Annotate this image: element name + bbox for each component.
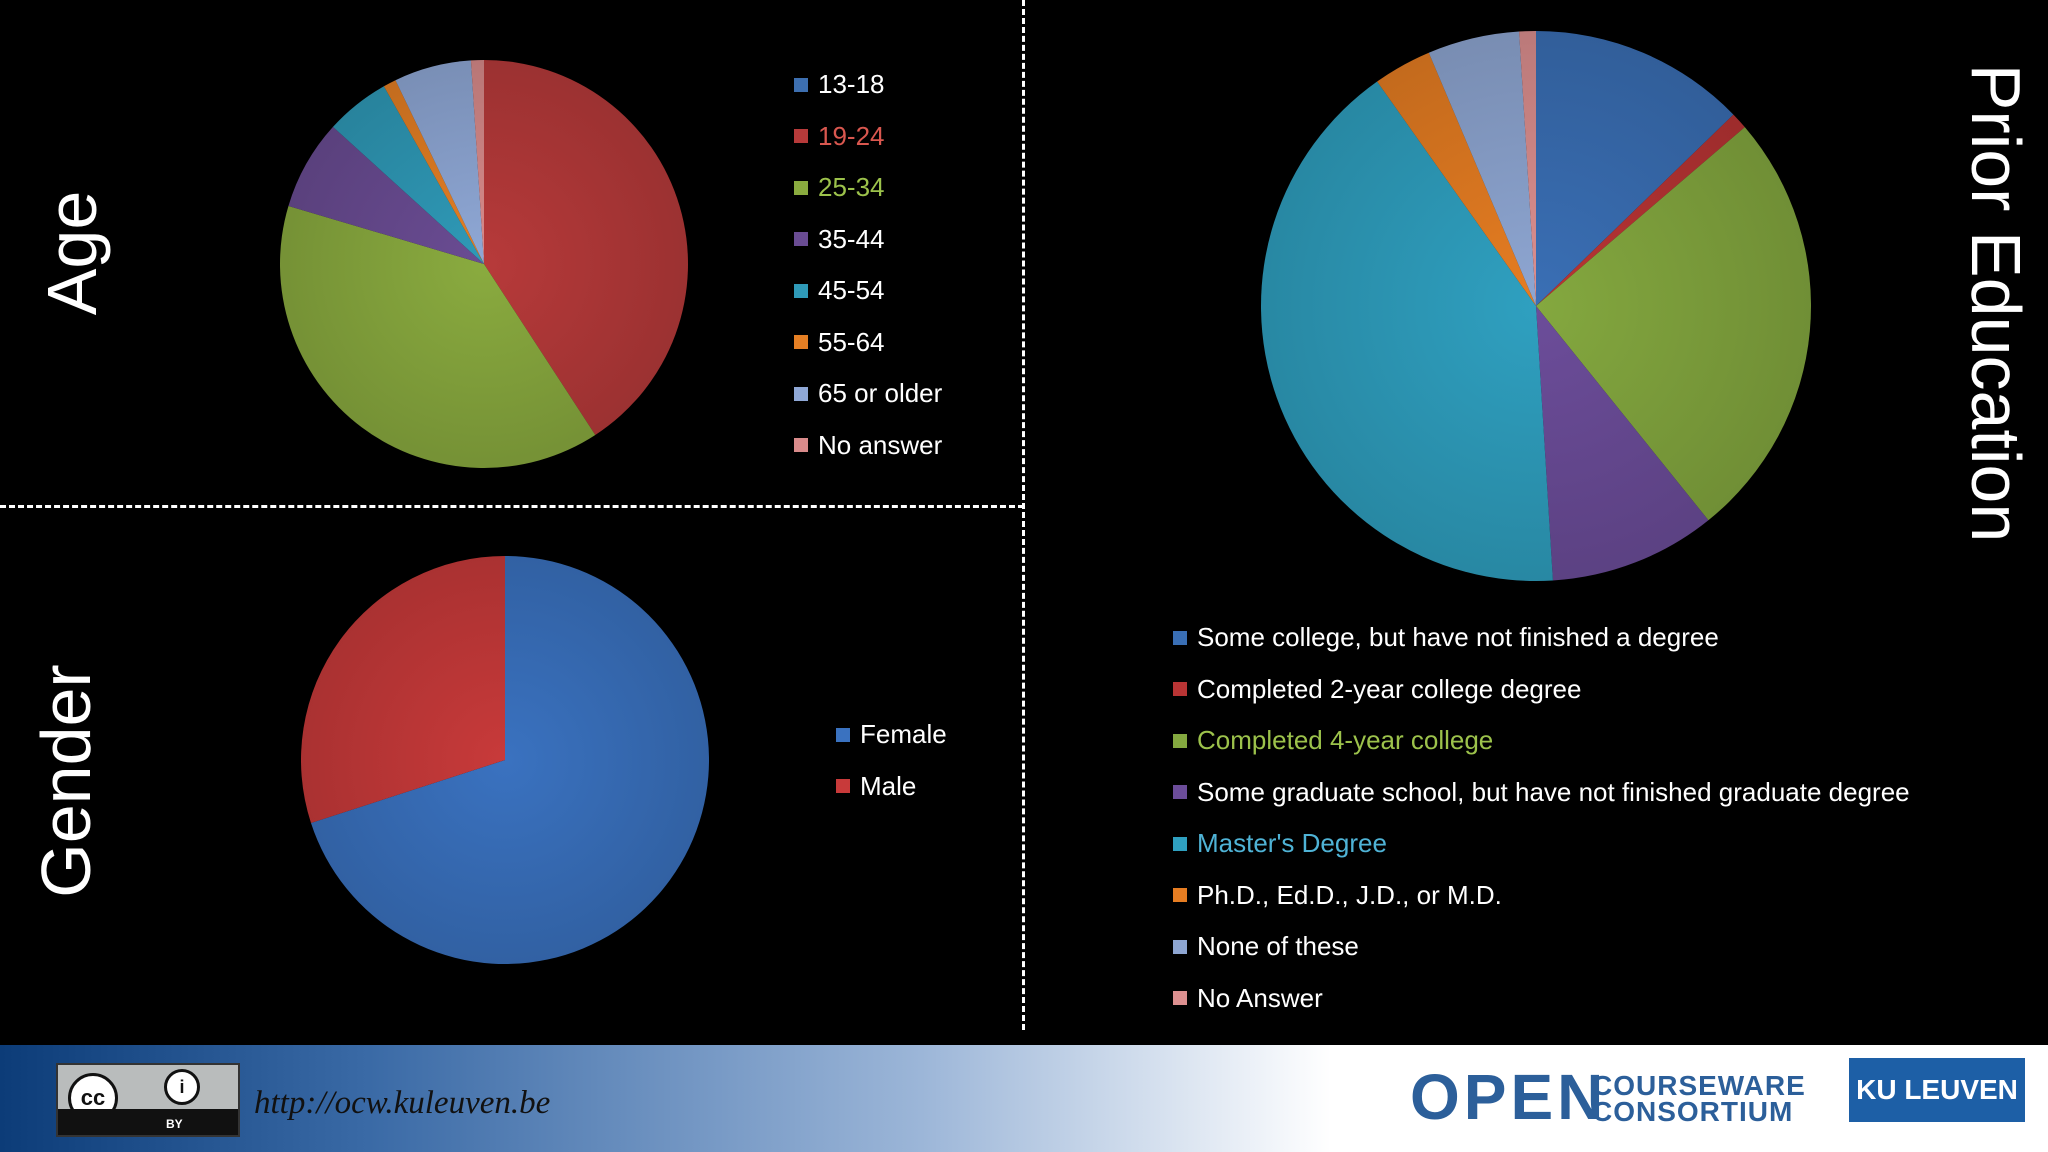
edu-slice-1 [1536,114,1745,306]
edu-legend-swatch-6 [1173,939,1187,954]
edu-legend-item-6: None of these [1173,921,1910,973]
cc-by-label: BY [166,1117,183,1131]
age-slice-3 [288,126,484,264]
edu-legend-swatch-0 [1173,630,1187,645]
edu-legend-swatch-7 [1173,991,1187,1006]
gender-pie-chart [301,556,710,964]
age-legend-item-1: 19-24 [794,111,942,163]
vertical-divider [1022,0,1025,1030]
age-legend-swatch-2 [794,180,808,195]
gender-legend-item-1: Male [836,761,947,813]
gender-legend-label-1: Male [860,770,917,801]
ocw-logo-text: COURSEWARE CONSORTIUM [1592,1070,1806,1127]
edu-legend-label-6: None of these [1197,931,1359,962]
age-legend-swatch-3 [794,232,808,247]
education-pie-chart [1261,31,1811,582]
edu-legend-label-1: Completed 2-year college degree [1197,673,1582,704]
edu-slice-3 [1536,306,1709,581]
edu-legend-label-3: Some graduate school, but have not finis… [1197,776,1910,807]
age-legend-label-0: 13-18 [818,69,885,100]
age-legend: 13-18 19-24 25-34 35-44 45-54 55-64 65 or olde… [794,59,942,471]
age-legend-swatch-0 [794,77,808,92]
edu-slice-5 [1377,52,1536,307]
age-legend-item-5: 55-64 [794,317,942,369]
gender-legend-swatch-1 [836,779,850,794]
age-slice-7 [470,60,484,264]
age-legend-label-7: No answer [818,429,943,460]
edu-slice-6 [1428,31,1536,307]
age-legend-item-7: No answer [794,420,942,472]
gender-slice-1 [301,556,505,824]
age-legend-swatch-7 [794,438,808,453]
age-legend-swatch-6 [794,386,808,401]
gender-legend-swatch-0 [836,727,850,742]
ocw-logo-open: OPEN [1410,1061,1608,1133]
age-legend-item-4: 45-54 [794,265,942,317]
edu-legend-item-0: Some college, but have not finished a de… [1173,612,1910,664]
edu-legend-item-1: Completed 2-year college degree [1173,664,1910,716]
edu-slice-4 [1261,81,1553,582]
age-slice-4 [332,86,484,265]
ocw-logo-line2: CONSORTIUM [1592,1096,1794,1127]
edu-legend-label-5: Ph.D., Ed.D., J.D., or M.D. [1197,879,1502,910]
gender-legend: Female Male [836,709,947,812]
horizontal-divider [0,505,1024,508]
person-icon: i [164,1069,200,1105]
edu-legend-swatch-5 [1173,888,1187,903]
age-legend-item-0: 13-18 [794,59,942,111]
edu-legend-label-0: Some college, but have not finished a de… [1197,622,1719,653]
edu-legend-item-7: No Answer [1173,973,1910,1025]
age-legend-swatch-1 [794,129,808,144]
edu-legend-item-4: Master's Degree [1173,818,1910,870]
age-legend-label-4: 45-54 [818,275,885,306]
age-legend-label-5: 55-64 [818,326,885,357]
age-slice-5 [383,80,484,264]
age-legend-label-3: 35-44 [818,223,885,254]
education-legend: Some college, but have not finished a de… [1173,612,1910,1024]
age-legend-swatch-5 [794,335,808,350]
age-legend-label-1: 19-24 [818,120,885,151]
gender-legend-label-0: Female [860,719,947,750]
edu-slice-0 [1536,31,1734,306]
edu-slice-2 [1536,127,1811,521]
edu-legend-label-4: Master's Degree [1197,828,1387,859]
age-pie-chart [280,60,688,469]
age-slice-1 [484,60,688,435]
edu-legend-swatch-1 [1173,682,1187,697]
age-legend-item-6: 65 or older [794,368,942,420]
footer-url-link[interactable]: http://ocw.kuleuven.be [254,1085,551,1121]
edu-legend-swatch-4 [1173,836,1187,851]
footer-bar: cc i BY http://ocw.kuleuven.be OPEN COUR… [0,1045,2048,1152]
age-legend-label-6: 65 or older [818,378,943,409]
edu-legend-label-2: Completed 4-year college [1197,725,1494,756]
edu-legend-swatch-2 [1173,733,1187,748]
age-legend-item-3: 35-44 [794,214,942,266]
cc-badge-bar [58,1109,238,1135]
edu-legend-swatch-3 [1173,785,1187,800]
edu-legend-item-5: Ph.D., Ed.D., J.D., or M.D. [1173,870,1910,922]
age-legend-item-2: 25-34 [794,162,942,214]
edu-legend-item-3: Some graduate school, but have not finis… [1173,767,1910,819]
prior-education-title: Prior Education [1957,63,2035,543]
edu-legend-label-7: No Answer [1197,982,1323,1013]
gender-legend-item-0: Female [836,709,947,761]
age-legend-swatch-4 [794,283,808,298]
age-slice-2 [280,205,596,469]
gender-slice-0 [310,556,710,964]
cc-license-badge[interactable]: cc i BY [56,1063,240,1137]
ocw-logo-line1: COURSEWARE [1592,1070,1806,1101]
age-legend-label-2: 25-34 [818,172,885,203]
edu-slice-7 [1519,31,1536,306]
age-slice-6 [395,60,484,264]
edu-legend-item-2: Completed 4-year college [1173,715,1910,767]
ku-leuven-logo: KU LEUVEN [1848,1057,2026,1123]
